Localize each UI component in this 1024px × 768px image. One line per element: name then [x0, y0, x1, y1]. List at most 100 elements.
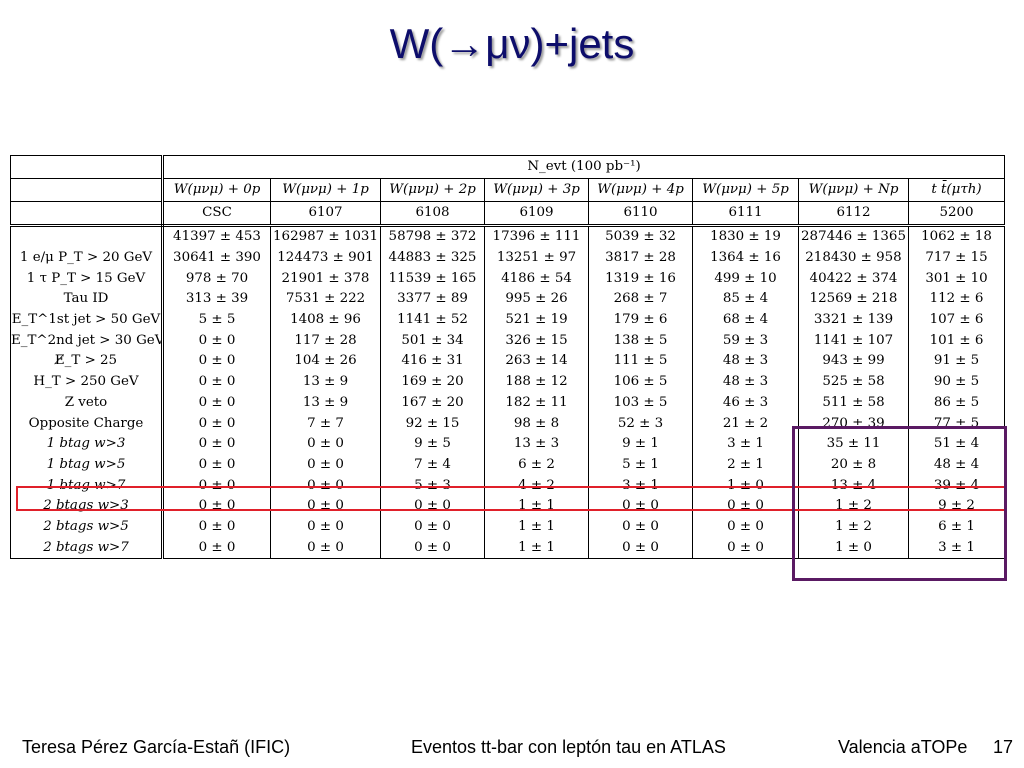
table-cell: 1408 ± 96	[270, 309, 381, 331]
table-cell: 7 ± 7	[270, 413, 381, 434]
table-cell: 98 ± 8	[484, 413, 589, 434]
row-label: E_T^1st jet > 50 GeV	[10, 309, 164, 331]
table-cell: 0 ± 0	[162, 330, 271, 352]
table-cell: 0 ± 0	[162, 371, 271, 393]
column-header: W(μνμ) + 5p	[692, 178, 799, 202]
table-cell: 103 ± 5	[588, 392, 693, 414]
table-cell: 5039 ± 32	[588, 225, 693, 248]
table-cell: 86 ± 5	[907, 392, 1006, 414]
column-header: t t̄(μτh)	[907, 178, 1006, 202]
table-cell: 111 ± 5	[588, 351, 693, 372]
table-cell: 3 ± 1	[907, 537, 1006, 560]
table-cell: 7 ± 4	[380, 454, 485, 476]
table-cell: 501 ± 34	[380, 330, 485, 352]
table-cell: 0 ± 0	[162, 433, 271, 455]
table-row: Tau ID 313 ± 39 7531 ± 222 3377 ± 89 995 ± 2…	[10, 289, 1006, 310]
table-cell: 3 ± 1	[692, 433, 799, 455]
table-cell: 167 ± 20	[380, 392, 485, 414]
table-cell: 162987 ± 1031	[270, 225, 381, 248]
row-label: E_T^2nd jet > 30 GeV	[10, 330, 164, 352]
table-cell: 124473 ± 901	[270, 247, 381, 269]
table-cell: 1830 ± 19	[692, 225, 799, 248]
table-cell: 3321 ± 139	[798, 309, 909, 331]
table-cell: 2 ± 1	[692, 454, 799, 476]
table-row: E_T^2nd jet > 30 GeV 0 ± 0 117 ± 28 501 ± 3…	[10, 330, 1006, 352]
table-cell: 0 ± 0	[588, 516, 693, 538]
table-cell: 1141 ± 107	[798, 330, 909, 352]
table-cell: 525 ± 58	[798, 371, 909, 393]
table-cell: 0 ± 0	[692, 537, 799, 560]
table-cell: 287446 ± 1365	[798, 225, 909, 248]
table-cell: 112 ± 6	[907, 289, 1006, 310]
table-cell: 104 ± 26	[270, 351, 381, 372]
table-cell: 511 ± 58	[798, 392, 909, 414]
row-label: 1 btag w>5	[10, 454, 164, 476]
table-row-total: 41397 ± 453 162987 ± 1031 58798 ± 372 17396…	[10, 225, 1006, 248]
table-cell: 30641 ± 390	[162, 247, 271, 269]
table-cell: 0 ± 0	[380, 516, 485, 538]
table-cell: 117 ± 28	[270, 330, 381, 352]
table-cell: 0 ± 0	[380, 537, 485, 560]
table-cell: 107 ± 6	[907, 309, 1006, 331]
sample-id-row: CSC 6107 6108 6109 6110 6111 6112 5200	[10, 201, 1006, 227]
column-header: W(μνμ) + 4p	[588, 178, 693, 202]
table-cell: 138 ± 5	[588, 330, 693, 352]
table-cell: 39 ± 4	[907, 475, 1006, 496]
table-cell: 92 ± 15	[380, 413, 485, 434]
table-cell: 263 ± 14	[484, 351, 589, 372]
table-cell: 9 ± 5	[380, 433, 485, 455]
footer-author: Teresa Pérez García-Estañ (IFIC)	[22, 737, 291, 757]
table-cell: 5 ± 3	[380, 475, 485, 496]
row-label: Z veto	[10, 392, 164, 414]
table-row: H_T > 250 GeV 0 ± 0 13 ± 9 169 ± 20 188 ± 12…	[10, 371, 1006, 393]
cutflow-table-body: N_evt (100 pb⁻¹) W(μνμ) + 0p W(μνμ) + 1p W…	[10, 155, 1006, 560]
table-cell: 52 ± 3	[588, 413, 693, 434]
table-cell: 0 ± 0	[692, 516, 799, 538]
table-cell: 48 ± 3	[692, 351, 799, 372]
table-cell: 717 ± 15	[907, 247, 1006, 269]
table-cell: 179 ± 6	[588, 309, 693, 331]
table-cell: 41397 ± 453	[162, 225, 271, 248]
corner-cell	[10, 155, 164, 179]
table-cell: 1062 ± 18	[907, 225, 1006, 248]
table-cell: 59 ± 3	[692, 330, 799, 352]
table-cell: 6 ± 1	[907, 516, 1006, 538]
row-label: 2 btags w>7	[10, 537, 164, 560]
table-row: 1 τ P_T > 15 GeV 978 ± 70 21901 ± 378 11539…	[10, 268, 1006, 290]
table-cell: 0 ± 0	[270, 454, 381, 476]
table-cell: 978 ± 70	[162, 268, 271, 290]
table-cell: 218430 ± 958	[798, 247, 909, 269]
table-cell: 17396 ± 111	[484, 225, 589, 248]
table-top-header-row: N_evt (100 pb⁻¹)	[10, 155, 1006, 179]
table-cell: 188 ± 12	[484, 371, 589, 393]
table-cell: 4 ± 2	[484, 475, 589, 496]
sample-id: 6110	[588, 201, 693, 227]
table-cell: 13 ± 9	[270, 371, 381, 393]
table-cell: 9 ± 1	[588, 433, 693, 455]
table-cell: 12569 ± 218	[798, 289, 909, 310]
table-cell: 101 ± 6	[907, 330, 1006, 352]
column-header: W(μνμ) + 2p	[380, 178, 485, 202]
sample-id: 5200	[907, 201, 1006, 227]
table-cell: 7531 ± 222	[270, 289, 381, 310]
sample-label-spacer	[10, 201, 164, 227]
table-cell: 0 ± 0	[270, 475, 381, 496]
table-cell: 4186 ± 54	[484, 268, 589, 290]
table-cell: 11539 ± 165	[380, 268, 485, 290]
table-cell: 943 ± 99	[798, 351, 909, 372]
sample-id: 6111	[692, 201, 799, 227]
highlight-column-box	[792, 426, 1007, 581]
table-cell: 13251 ± 97	[484, 247, 589, 269]
table-cell: 44883 ± 325	[380, 247, 485, 269]
table-cell: 0 ± 0	[270, 537, 381, 560]
table-cell: 46 ± 3	[692, 392, 799, 414]
sample-id: 6108	[380, 201, 485, 227]
table-cell: 0 ± 0	[162, 537, 271, 560]
table-cell: 313 ± 39	[162, 289, 271, 310]
table-cell: 13 ± 9	[270, 392, 381, 414]
table-cell: 1 ± 0	[692, 475, 799, 496]
row-label: Tau ID	[10, 289, 164, 310]
